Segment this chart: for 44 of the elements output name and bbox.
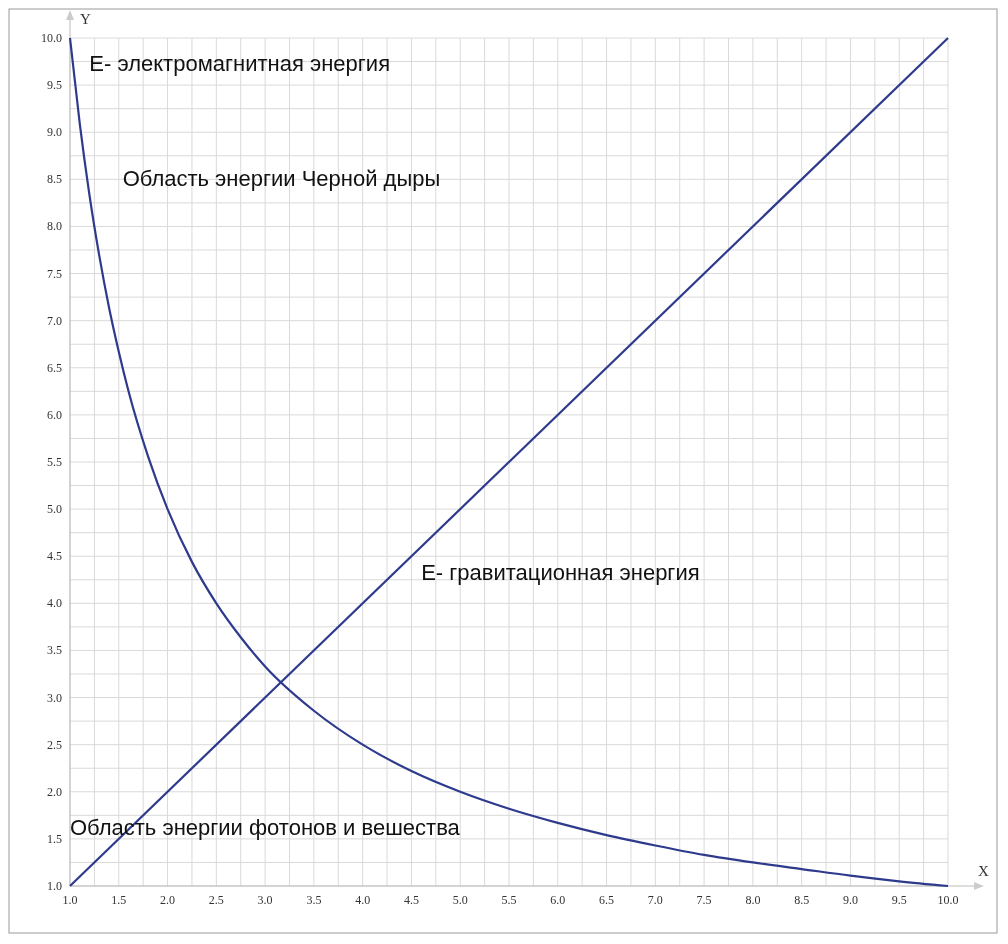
x-tick-label: 8.5 xyxy=(794,893,810,907)
x-tick-label: 10.0 xyxy=(937,893,959,907)
y-tick-label: 2.5 xyxy=(47,737,62,752)
y-tick-label: 10.0 xyxy=(41,31,62,45)
x-tick-label: 5.5 xyxy=(501,893,517,907)
x-tick-label: 2.0 xyxy=(160,893,176,907)
x-tick-label: 2.5 xyxy=(208,893,224,907)
y-tick-label: 1.0 xyxy=(47,879,62,893)
y-tick-label: 4.0 xyxy=(47,596,62,611)
y-tick-label: 8.5 xyxy=(47,172,62,187)
x-tick-label: 1.0 xyxy=(62,893,78,907)
y-tick-label: 6.5 xyxy=(47,360,62,375)
y-tick-label: 6.0 xyxy=(47,407,62,422)
x-axis-title: X xyxy=(978,863,989,879)
y-tick-label: 4.5 xyxy=(47,549,62,564)
y-tick-label: 3.0 xyxy=(47,690,62,705)
y-tick-label: 2.0 xyxy=(47,784,62,799)
x-tick-label: 3.5 xyxy=(306,893,322,907)
x-tick-label: 7.0 xyxy=(647,893,663,907)
y-tick-label: 5.5 xyxy=(47,455,62,469)
y-axis-title: Y xyxy=(80,11,91,27)
y-tick-label: 3.5 xyxy=(47,643,62,658)
y-tick-label: 9.0 xyxy=(47,125,62,140)
x-tick-label: 7.5 xyxy=(696,893,712,907)
x-tick-label: 1.5 xyxy=(111,893,127,907)
annotation: E- гравитационная энергия xyxy=(421,560,700,586)
y-tick-label: 5.0 xyxy=(47,502,62,517)
y-tick-label: 1.5 xyxy=(47,831,62,846)
x-tick-label: 5.0 xyxy=(452,893,468,907)
y-tick-label: 8.0 xyxy=(47,219,62,234)
y-tick-label: 7.5 xyxy=(47,266,62,281)
x-tick-label: 3.0 xyxy=(257,893,273,907)
x-tick-label: 6.0 xyxy=(550,893,566,907)
x-tick-label: 9.0 xyxy=(842,893,858,907)
x-tick-label: 8.0 xyxy=(745,893,761,907)
x-tick-label: 9.5 xyxy=(891,893,907,907)
x-tick-label: 4.0 xyxy=(355,893,371,907)
line-series xyxy=(68,36,950,888)
y-tick-label: 7.0 xyxy=(47,313,62,328)
annotation: E- электромагнитная энергия xyxy=(89,51,391,77)
x-tick-label: 6.5 xyxy=(599,893,615,907)
y-tick-label: 9.5 xyxy=(47,78,62,93)
x-tick-label: 4.5 xyxy=(403,893,419,907)
annotation: Область энергии Черной дыры xyxy=(122,165,441,191)
